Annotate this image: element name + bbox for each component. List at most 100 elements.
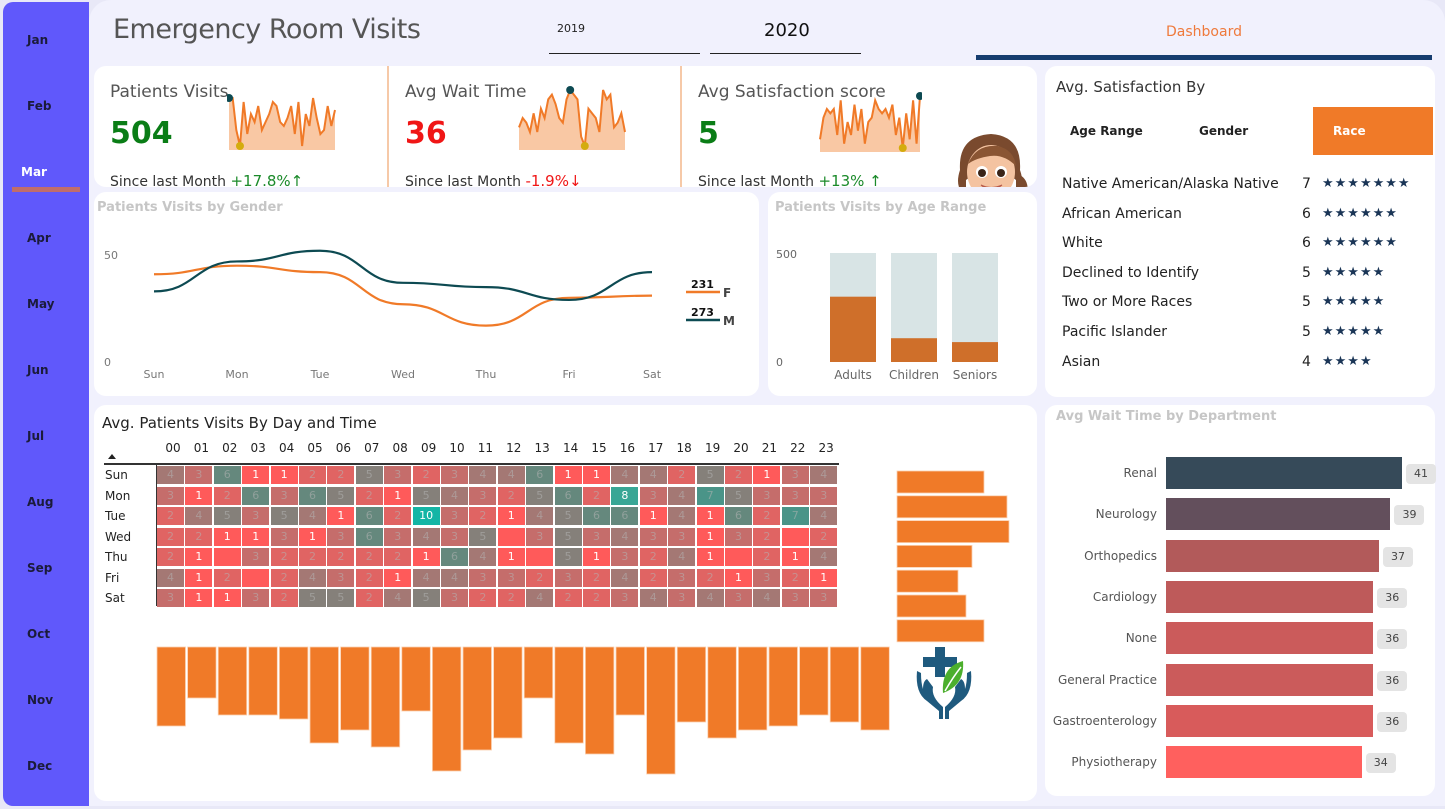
- heatmap-cell[interactable]: 4: [412, 568, 440, 587]
- bar-adults[interactable]: [830, 296, 876, 362]
- heatmap-cell[interactable]: 2: [157, 507, 184, 525]
- heatmap-cell[interactable]: [781, 527, 809, 546]
- heatmap-cell[interactable]: 2: [583, 589, 610, 607]
- heatmap-cell[interactable]: 2: [639, 548, 667, 566]
- heatmap-cell[interactable]: 3: [242, 507, 270, 525]
- heatmap-cell[interactable]: [242, 568, 270, 587]
- department-bar[interactable]: [1166, 580, 1374, 613]
- heatmap-cell[interactable]: 1: [185, 486, 213, 505]
- heatmap-cell[interactable]: 3: [384, 466, 412, 484]
- heatmap-cell[interactable]: 2: [412, 466, 440, 484]
- heatmap-cell[interactable]: 6: [242, 486, 270, 505]
- month-apr[interactable]: Apr: [27, 231, 51, 245]
- heatmap-cell[interactable]: 10: [412, 507, 440, 525]
- heatmap-cell[interactable]: 4: [299, 507, 326, 525]
- heatmap-cell[interactable]: 3: [327, 568, 355, 587]
- month-feb[interactable]: Feb: [27, 99, 52, 113]
- month-dec[interactable]: Dec: [27, 759, 53, 773]
- heatmap-cell[interactable]: 3: [639, 527, 667, 546]
- tab-dashboard[interactable]: Dashboard: [1166, 24, 1242, 40]
- heatmap-cell[interactable]: 3: [327, 527, 355, 546]
- heatmap-cell[interactable]: 3: [384, 527, 412, 546]
- heatmap-cell[interactable]: 5: [327, 589, 355, 607]
- department-bar[interactable]: [1166, 457, 1402, 489]
- heatmap-cell[interactable]: 3: [611, 589, 639, 607]
- heatmap-cell[interactable]: 1: [696, 507, 724, 525]
- heatmap-cell[interactable]: 5: [554, 507, 582, 525]
- heatmap-cell[interactable]: 5: [469, 527, 497, 546]
- month-mar[interactable]: Mar: [21, 165, 47, 179]
- heatmap-cell[interactable]: 6: [554, 486, 582, 505]
- heatmap-cell[interactable]: 4: [441, 568, 468, 587]
- heatmap-cell[interactable]: 7: [781, 507, 809, 525]
- department-bar[interactable]: [1166, 663, 1374, 696]
- heatmap-cell[interactable]: 2: [299, 548, 326, 566]
- heatmap-cell[interactable]: 4: [668, 507, 696, 525]
- heatmap-cell[interactable]: 6: [213, 466, 241, 484]
- heatmap-cell[interactable]: 3: [441, 507, 468, 525]
- tab-race[interactable]: Race: [1313, 107, 1433, 155]
- heatmap-cell[interactable]: 2: [753, 507, 781, 525]
- heatmap-cell[interactable]: 3: [753, 486, 781, 505]
- heatmap-cell[interactable]: 5: [213, 507, 241, 525]
- heatmap-cell[interactable]: 5: [554, 527, 582, 546]
- heatmap-cell[interactable]: 3: [611, 548, 639, 566]
- heatmap-cell[interactable]: 1: [781, 548, 809, 566]
- heatmap-cell[interactable]: 1: [753, 466, 781, 484]
- month-sep[interactable]: Sep: [27, 561, 53, 575]
- heatmap-cell[interactable]: 1: [299, 527, 326, 546]
- heatmap-cell[interactable]: 2: [185, 527, 213, 546]
- heatmap-cell[interactable]: 1: [810, 568, 838, 587]
- heatmap-cell[interactable]: 1: [270, 466, 298, 484]
- month-nov[interactable]: Nov: [27, 693, 54, 707]
- heatmap-cell[interactable]: 8: [611, 486, 639, 505]
- heatmap-cell[interactable]: [725, 548, 752, 566]
- heatmap-cell[interactable]: 1: [185, 548, 213, 566]
- heatmap-cell[interactable]: 2: [639, 568, 667, 587]
- heatmap-cell[interactable]: 2: [384, 548, 412, 566]
- department-bar[interactable]: [1166, 746, 1362, 779]
- heatmap-cell[interactable]: 4: [299, 568, 326, 587]
- heatmap-cell[interactable]: 4: [611, 568, 639, 587]
- heatmap-cell[interactable]: [526, 548, 554, 566]
- heatmap-cell[interactable]: 4: [810, 466, 838, 484]
- heatmap-cell[interactable]: 1: [213, 527, 241, 546]
- heatmap-cell[interactable]: 3: [668, 527, 696, 546]
- heatmap-cell[interactable]: 1: [696, 527, 724, 546]
- heatmap-cell[interactable]: 4: [441, 486, 468, 505]
- heatmap-cell[interactable]: 2: [469, 507, 497, 525]
- heatmap-cell[interactable]: [497, 527, 525, 546]
- heatmap-cell[interactable]: 3: [157, 589, 184, 607]
- heatmap-cell[interactable]: 2: [497, 589, 525, 607]
- heatmap-cell[interactable]: 5: [299, 589, 326, 607]
- heatmap-cell[interactable]: 2: [270, 589, 298, 607]
- heatmap-cell[interactable]: 1: [242, 527, 270, 546]
- heatmap-cell[interactable]: 1: [185, 568, 213, 587]
- heatmap-cell[interactable]: 4: [497, 466, 525, 484]
- heatmap-cell[interactable]: 6: [611, 507, 639, 525]
- department-bar[interactable]: [1166, 622, 1374, 655]
- heatmap-cell[interactable]: 4: [810, 507, 838, 525]
- heatmap-cell[interactable]: 2: [213, 568, 241, 587]
- heatmap-cell[interactable]: 2: [753, 527, 781, 546]
- heatmap-cell[interactable]: 4: [639, 589, 667, 607]
- heatmap-cell[interactable]: 2: [157, 548, 184, 566]
- heatmap-cell[interactable]: 1: [696, 548, 724, 566]
- heatmap-cell[interactable]: 6: [526, 466, 554, 484]
- heatmap-cell[interactable]: 2: [355, 568, 383, 587]
- year-button-2019[interactable]: 2019: [549, 14, 700, 54]
- heatmap-cell[interactable]: 3: [583, 527, 610, 546]
- heatmap-cell[interactable]: 4: [639, 466, 667, 484]
- heatmap-cell[interactable]: 1: [497, 548, 525, 566]
- department-bar[interactable]: [1166, 704, 1374, 737]
- department-bar[interactable]: [1166, 539, 1379, 572]
- heatmap-cell[interactable]: 3: [810, 486, 838, 505]
- month-jan[interactable]: Jan: [27, 33, 49, 47]
- heatmap-cell[interactable]: 3: [242, 589, 270, 607]
- month-jul[interactable]: Jul: [27, 429, 45, 443]
- heatmap-cell[interactable]: 3: [441, 527, 468, 546]
- heatmap-cell[interactable]: 3: [270, 486, 298, 505]
- heatmap-cell[interactable]: 3: [469, 568, 497, 587]
- heatmap-cell[interactable]: 3: [157, 486, 184, 505]
- heatmap-cell[interactable]: 1: [213, 589, 241, 607]
